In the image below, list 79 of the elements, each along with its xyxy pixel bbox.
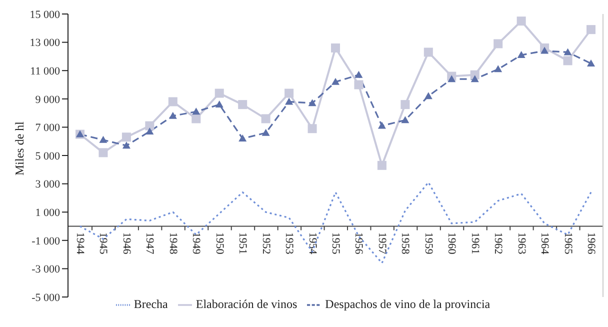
x-tick-label: 1952: [260, 232, 272, 254]
point: [261, 114, 270, 124]
x-tick-label: 1953: [283, 232, 296, 255]
x-tick-label: 1965: [562, 232, 574, 255]
x-tick-label: 1945: [97, 232, 110, 255]
y-tick-label: 3 000: [35, 178, 60, 191]
y-tick-label: 15 000: [30, 8, 60, 21]
x-tick-label: 1950: [213, 232, 226, 255]
y-tick-label: 1 000: [35, 207, 60, 220]
point: [540, 46, 549, 54]
point: [285, 98, 294, 105]
y-tick-label: 11 000: [30, 66, 60, 78]
y-tick-label: ‑5 000: [32, 292, 60, 304]
point: [424, 48, 433, 57]
point: [354, 80, 364, 90]
legend-label: Elaboración de vinos: [196, 297, 298, 311]
y-tick-label: 9 000: [35, 94, 60, 106]
point: [168, 112, 177, 119]
point: [494, 39, 503, 48]
point: [448, 75, 456, 82]
point: [308, 99, 316, 106]
point: [122, 142, 130, 149]
point: [516, 16, 526, 26]
x-tick-label: 1962: [492, 232, 504, 254]
y-tick-label: ‑1 000: [32, 235, 60, 248]
x-tick-label: 1944: [74, 232, 86, 255]
y-tick-label: 13 000: [30, 37, 60, 50]
x-tick-label: 1956: [352, 232, 365, 255]
x-tick-label: 1955: [330, 232, 342, 255]
x-tick-label: 1964: [538, 232, 551, 255]
point: [517, 51, 526, 58]
point: [354, 70, 363, 78]
x-tick-label: 1954: [306, 232, 318, 255]
x-tick-label: 1966: [585, 232, 597, 255]
point: [99, 136, 108, 143]
point: [587, 60, 595, 67]
point: [332, 78, 340, 85]
x-tick-label: 1960: [446, 232, 458, 255]
point: [564, 48, 572, 56]
x-tick-label: 1951: [236, 232, 249, 254]
y-tick-label: 7 000: [35, 122, 60, 134]
point: [214, 88, 224, 98]
point: [192, 114, 201, 124]
x-tick-label: 1947: [144, 232, 156, 255]
x-tick-label: 1958: [399, 232, 412, 255]
x-tick-label: 1957: [376, 232, 388, 255]
point: [586, 25, 596, 34]
point: [262, 128, 270, 136]
point: [98, 148, 108, 158]
legend-label: Despachos de vino de la provincia: [325, 297, 490, 311]
point: [146, 127, 154, 134]
y-tick-label: ‑3 000: [32, 264, 60, 276]
point: [494, 65, 502, 72]
legend-label: Brecha: [134, 297, 168, 311]
y-axis-title: Miles de hl: [12, 120, 26, 176]
point: [238, 134, 247, 142]
y-tick-label: 5 000: [35, 150, 60, 162]
point: [238, 100, 248, 110]
point: [168, 97, 178, 106]
point: [215, 100, 224, 108]
x-tick-label: 1949: [190, 232, 202, 255]
point: [400, 100, 410, 110]
point: [122, 132, 131, 142]
x-tick-label: 1946: [120, 232, 132, 255]
point: [378, 122, 386, 129]
point: [284, 88, 294, 98]
x-tick-label: 1948: [166, 232, 179, 255]
point: [308, 124, 317, 134]
point: [424, 92, 432, 100]
point: [401, 116, 410, 124]
point: [145, 121, 154, 130]
point: [563, 56, 572, 66]
x-tick-label: 1959: [422, 232, 434, 255]
x-tick-label: 1963: [515, 232, 528, 255]
point: [377, 160, 386, 170]
x-tick-label: 1961: [468, 232, 481, 254]
point: [192, 108, 200, 115]
point: [470, 75, 479, 82]
point: [331, 43, 340, 52]
